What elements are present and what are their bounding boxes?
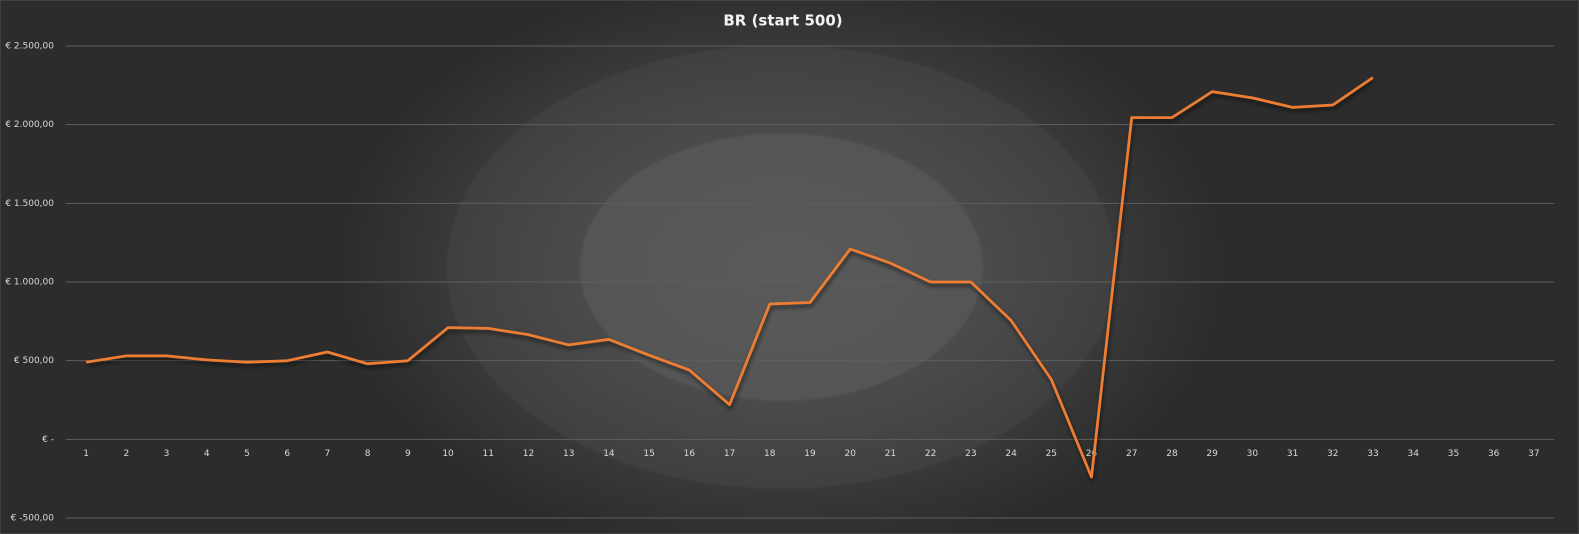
x-tick-label: 8 xyxy=(365,449,371,459)
chart-title: BR (start 500) xyxy=(723,12,842,30)
x-tick-label: 19 xyxy=(804,449,816,459)
x-tick-label: 29 xyxy=(1206,449,1218,459)
x-tick-label: 2 xyxy=(123,449,129,459)
y-tick-label: € - xyxy=(42,435,54,445)
x-tick-label: 5 xyxy=(244,449,250,459)
x-tick-label: 37 xyxy=(1528,449,1539,459)
x-tick-label: 14 xyxy=(603,449,615,459)
x-tick-label: 20 xyxy=(844,449,856,459)
x-tick-label: 34 xyxy=(1408,449,1420,459)
x-tick-label: 18 xyxy=(764,449,776,459)
x-tick-label: 13 xyxy=(563,449,574,459)
x-tick-label: 12 xyxy=(523,449,534,459)
y-tick-label: € 1.000,00 xyxy=(5,278,54,288)
x-tick-label: 28 xyxy=(1166,449,1178,459)
x-tick-label: 3 xyxy=(164,449,170,459)
x-tick-label: 21 xyxy=(885,449,896,459)
y-tick-label: € 1.500,00 xyxy=(5,199,54,209)
x-tick-label: 9 xyxy=(405,449,411,459)
x-tick-label: 26 xyxy=(1086,449,1098,459)
x-tick-label: 1 xyxy=(83,449,89,459)
y-tick-label: € -500,00 xyxy=(11,514,55,524)
x-tick-label: 35 xyxy=(1448,449,1459,459)
y-tick-label: € 2.000,00 xyxy=(5,120,54,130)
x-tick-label: 32 xyxy=(1327,449,1338,459)
x-tick-label: 15 xyxy=(643,449,654,459)
x-tick-label: 16 xyxy=(684,449,696,459)
x-tick-label: 17 xyxy=(724,449,735,459)
x-tick-label: 10 xyxy=(442,449,454,459)
x-tick-label: 22 xyxy=(925,449,936,459)
x-tick-label: 11 xyxy=(483,449,494,459)
x-tick-label: 6 xyxy=(284,449,290,459)
x-tick-label: 7 xyxy=(325,449,331,459)
x-tick-label: 36 xyxy=(1488,449,1500,459)
line-series xyxy=(85,76,1374,479)
x-tick-label: 33 xyxy=(1367,449,1378,459)
x-tick-label: 24 xyxy=(1005,449,1017,459)
x-tick-label: 23 xyxy=(965,449,976,459)
x-tick-label: 27 xyxy=(1126,449,1137,459)
y-tick-label: € 500,00 xyxy=(14,356,54,366)
x-tick-label: 4 xyxy=(204,449,210,459)
x-tick-label: 30 xyxy=(1247,449,1259,459)
x-tick-label: 31 xyxy=(1287,449,1298,459)
x-tick-label: 25 xyxy=(1046,449,1057,459)
y-tick-label: € 2.500,00 xyxy=(5,42,54,52)
